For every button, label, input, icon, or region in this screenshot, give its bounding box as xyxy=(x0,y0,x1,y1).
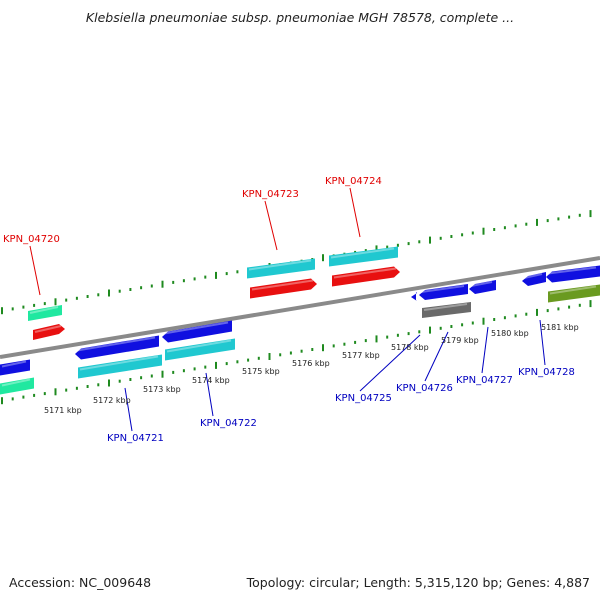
forward-tick-track xyxy=(1,210,592,315)
gene-feature-KPN_04722 xyxy=(162,320,232,343)
gene-feature-reverse-edge-b xyxy=(0,377,34,395)
feature-highlight xyxy=(34,325,62,333)
gene-leader-line xyxy=(124,387,133,432)
gene-label[interactable]: KPN_04728 xyxy=(518,367,575,378)
gene-label[interactable]: KPN_04727 xyxy=(456,375,513,386)
gene-leader-line xyxy=(424,331,449,382)
feature-highlight xyxy=(251,279,314,291)
feature-highlight xyxy=(76,336,156,352)
genome-summary: Topology: circular; Length: 5,315,120 bp… xyxy=(246,575,590,590)
scale-label: 5173 kbp xyxy=(143,385,181,394)
feature-highlight xyxy=(79,355,159,371)
scale-label: 5175 kbp xyxy=(242,367,280,376)
gene-feature-KPN_04723 xyxy=(250,278,317,299)
feature-highlight xyxy=(29,306,59,314)
gene-label[interactable]: KPN_04724 xyxy=(325,176,382,187)
feature-highlight xyxy=(423,303,468,311)
scale-label: 5172 kbp xyxy=(93,396,131,405)
scale-label: 5178 kbp xyxy=(391,343,429,352)
label-callouts: KPN_04720 KPN_04723 KPN_04724 KPN_04721 KPN_… xyxy=(3,176,575,444)
scale-label: 5177 kbp xyxy=(342,351,380,360)
gene-leader-line xyxy=(264,200,278,251)
gene-feature-KPN_04724 xyxy=(332,266,400,287)
gene-feature-reverse-edge xyxy=(0,359,30,376)
scale-label: 5179 kbp xyxy=(441,336,479,345)
feature-highlight xyxy=(163,321,229,335)
accession-label: Accession: NC_009648 xyxy=(9,575,152,590)
gene-label[interactable]: KPN_04720 xyxy=(3,234,60,245)
gene-feature-KPN_04720 xyxy=(33,324,65,340)
gene-leader-line xyxy=(349,187,361,238)
feature-highlight xyxy=(330,247,395,259)
gene-feature-KPN_04720-a xyxy=(28,305,62,321)
gene-feature-KPN_04721-b xyxy=(78,354,162,379)
feature-highlight xyxy=(523,273,543,279)
gene-feature-KPN_04722-b xyxy=(165,338,235,361)
scale-label: 5176 kbp xyxy=(292,359,330,368)
feature-highlight xyxy=(411,293,414,296)
gene-feature-KPN_04727 xyxy=(469,280,496,294)
gene-feature-KPN_04726-b xyxy=(422,302,471,318)
feature-highlight xyxy=(1,378,31,387)
gene-feature-KPN_04725 xyxy=(411,292,417,301)
gene-label[interactable]: KPN_04725 xyxy=(335,393,392,404)
gene-feature-KPN_04724-a xyxy=(329,246,398,267)
gene-feature-KPN_04726 xyxy=(419,284,468,300)
scale-label: 5171 kbp xyxy=(44,406,82,415)
scale-label: 5180 kbp xyxy=(491,329,529,338)
gene-feature-KPN_04728 xyxy=(546,265,600,283)
scale-label: 5174 kbp xyxy=(192,376,230,385)
scale-labels: 5171 kbp 5172 kbp 5173 kbp 5174 kbp 5175 kbp… xyxy=(44,323,579,415)
feature-highlight xyxy=(248,259,312,271)
feature-highlight xyxy=(1,360,27,368)
gene-feature-KPN_04721 xyxy=(75,335,159,360)
gene-leader-line xyxy=(539,319,546,366)
gene-label[interactable]: KPN_04721 xyxy=(107,433,164,444)
gene-label[interactable]: KPN_04726 xyxy=(396,383,453,394)
map-title: Klebsiella pneumoniae subsp. pneumoniae … xyxy=(85,10,515,25)
gene-leader-line xyxy=(359,334,421,392)
genome-backbone xyxy=(0,256,600,359)
feature-highlight xyxy=(549,285,597,295)
gene-feature-KPN_04723-a xyxy=(247,258,315,279)
feature-highlight xyxy=(420,285,465,293)
gene-feature-KPN_04728-b xyxy=(548,284,600,303)
gene-leader-line xyxy=(205,372,214,417)
feature-highlight xyxy=(333,267,397,279)
feature-highlight xyxy=(166,339,232,353)
gene-leader-line xyxy=(481,326,489,374)
feature-track xyxy=(0,246,600,395)
scale-label: 5181 kbp xyxy=(541,323,579,332)
gene-feature-KPN_04728-a xyxy=(522,272,546,286)
reverse-tick-track xyxy=(1,300,592,405)
feature-highlight xyxy=(547,266,597,275)
gene-label[interactable]: KPN_04723 xyxy=(242,189,299,200)
gene-leader-line xyxy=(29,245,41,296)
gene-label[interactable]: KPN_04722 xyxy=(200,418,257,429)
feature-highlight xyxy=(470,281,493,287)
